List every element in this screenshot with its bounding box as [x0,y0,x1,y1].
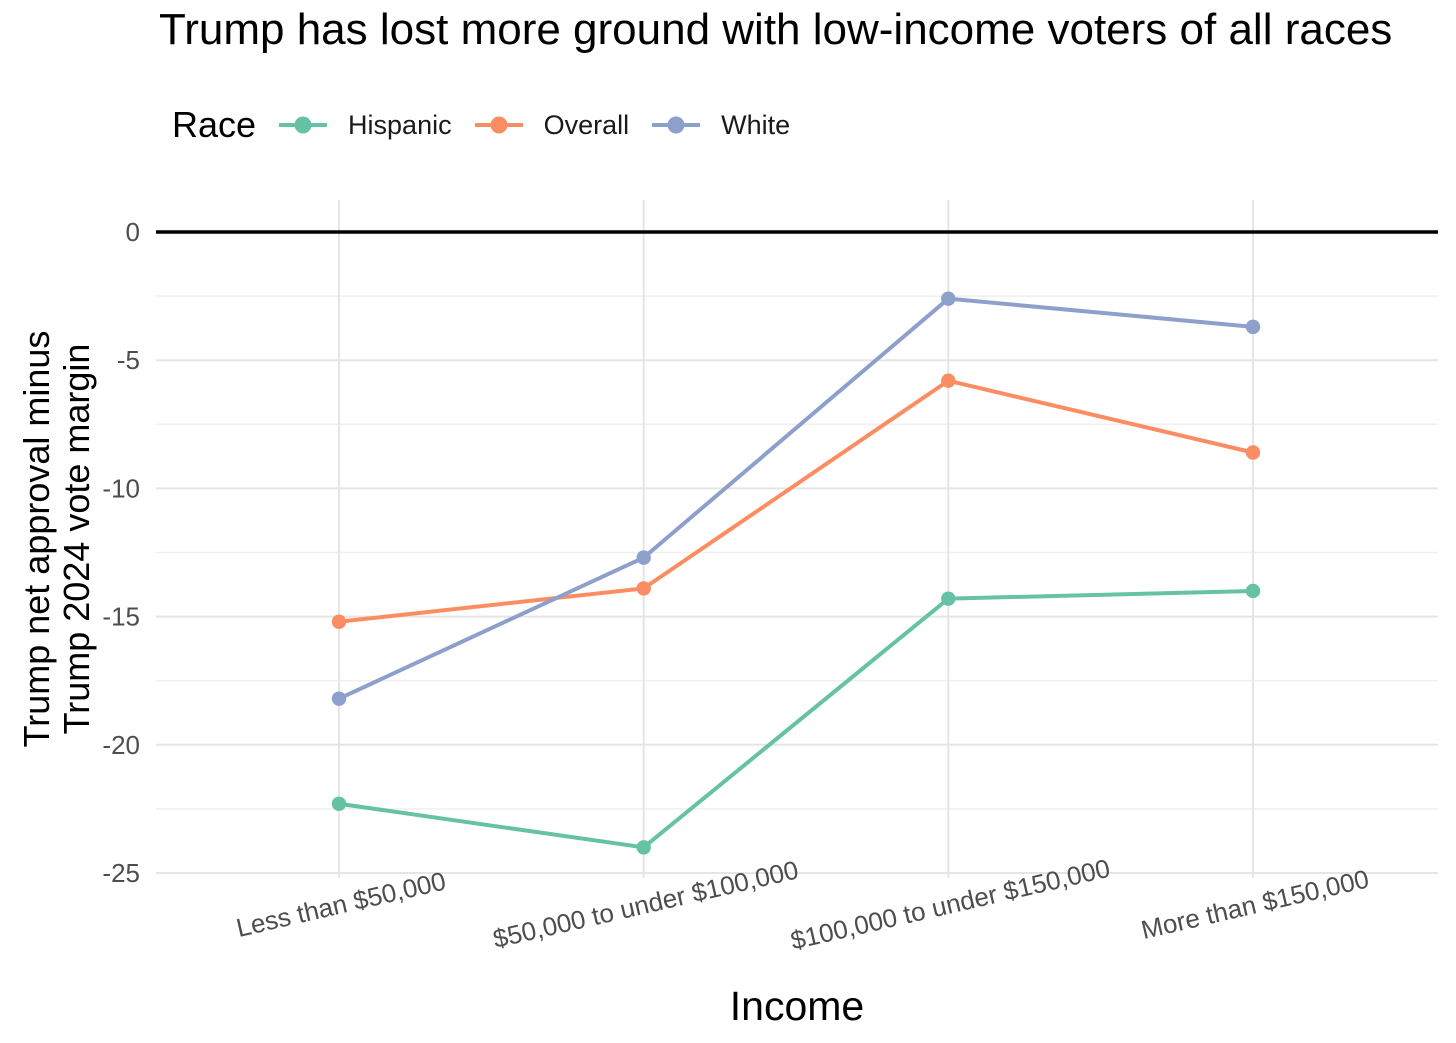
x-tick-label: $100,000 to under $150,000 [788,853,1113,956]
legend-item-label: Hispanic [348,109,452,140]
series-line [337,378,1255,624]
data-point [331,796,347,811]
y-axis-title: Trump net approval minus Trump 2024 vote… [16,330,97,748]
data-point [636,550,651,565]
x-tick-labels: Less than $50,000 $50,000 to under $100,0… [233,853,1371,956]
y-tick-label: 0 [126,217,140,247]
legend-title: Race [172,104,257,145]
x-tick-label: $50,000 to under $100,000 [490,854,801,953]
legend: Race Hispanic Overall White [172,99,790,151]
data-point [1245,319,1261,335]
y-tick-label: -10 [102,473,140,503]
data-point [636,840,651,855]
y-tick-label: -5 [117,345,140,375]
y-tick-label: -25 [102,858,140,888]
legend-item-white: White [652,107,790,143]
series-hispanic [331,583,1261,855]
y-axis-title-line1: Trump net approval minus [16,330,57,748]
series-white [331,291,1261,706]
data-point [331,691,347,706]
legend-item-hispanic: Hispanic [279,107,452,143]
data-point [1245,445,1261,460]
y-tick-labels: 0 -5 -10 -15 -20 -25 [102,217,140,888]
series-overall [331,373,1261,629]
series-line [337,296,1255,701]
gridlines-minor [156,295,1438,810]
data-point [941,591,956,606]
legend-item-label: Overall [543,109,630,140]
x-axis-title: Income [729,983,865,1029]
data-point [941,291,956,306]
legend-key-icon [474,116,523,134]
legend-item-label: White [721,109,791,140]
y-tick-label: -15 [102,602,140,632]
data-point [636,581,651,596]
y-tick-label: -20 [102,730,140,760]
gridlines-vertical [338,200,1254,878]
legend-key-icon [652,116,701,134]
legend-item-overall: Overall [474,107,630,143]
data-point [1245,583,1261,599]
data-point [941,373,956,388]
chart-title: Trump has lost more ground with low-inco… [159,5,1393,54]
y-axis-title-line2: Trump 2024 vote margin [56,343,97,735]
x-tick-label: Less than $50,000 [233,866,448,943]
legend-key-icon [279,116,328,134]
x-tick-label: More than $150,000 [1138,863,1372,945]
data-point [331,614,347,629]
series-line [337,588,1255,850]
